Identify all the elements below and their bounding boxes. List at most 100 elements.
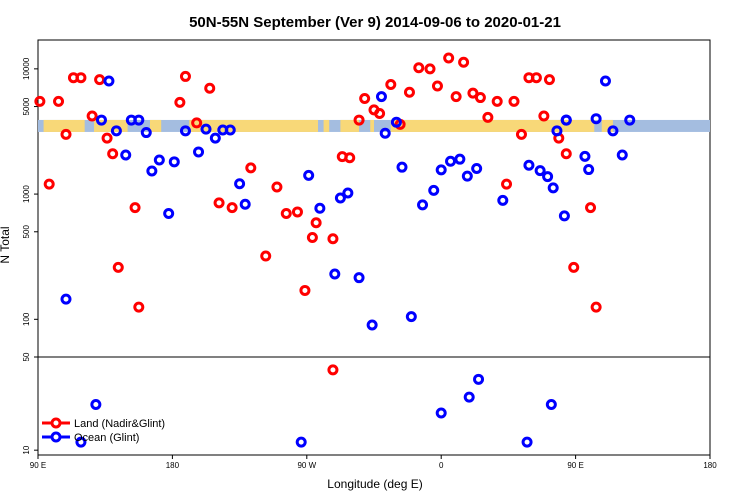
legend: Land (Nadir&Glint) Ocean (Glint): [42, 417, 165, 444]
y-tick-label: 1000: [22, 185, 31, 203]
land-point: [585, 202, 597, 214]
ocean-point: [110, 125, 122, 137]
ocean-point: [146, 165, 158, 177]
band-land-segment: [189, 119, 318, 132]
land-point: [260, 250, 272, 262]
land-point: [53, 95, 65, 107]
land-point: [443, 52, 455, 64]
ocean-point: [445, 155, 457, 167]
y-tick-label: 50: [22, 352, 31, 361]
land-point: [403, 86, 415, 98]
land-point: [291, 206, 303, 218]
ocean-point: [379, 127, 391, 139]
land-point: [413, 62, 425, 74]
land-point: [204, 82, 216, 94]
ocean-point: [521, 436, 533, 448]
land-point: [213, 197, 225, 209]
ocean-point: [163, 207, 175, 219]
ocean-point: [390, 116, 402, 128]
land-point: [299, 284, 311, 296]
ocean-point: [560, 114, 572, 126]
x-axis-ticks: 90 E 180 90 W 0 90 E 180: [30, 455, 717, 470]
y-axis-label: N Total: [0, 226, 12, 263]
land-point: [424, 63, 436, 75]
ocean-point: [224, 124, 236, 136]
ocean-point: [140, 127, 152, 139]
land-point: [107, 148, 119, 160]
ocean-point: [295, 436, 307, 448]
land-point: [226, 202, 238, 214]
ocean-point: [314, 202, 326, 214]
ocean-point: [599, 75, 611, 87]
band-land-segment: [150, 119, 162, 132]
ocean-point: [396, 161, 408, 173]
land-point: [34, 95, 46, 107]
land-point: [129, 202, 141, 214]
ocean-point: [463, 391, 475, 403]
ocean-point: [375, 91, 387, 103]
ocean-point: [405, 311, 417, 323]
land-point: [491, 95, 503, 107]
ocean-point: [624, 114, 636, 126]
data-points: [34, 52, 636, 448]
ocean-point: [579, 150, 591, 162]
band-land-segment: [370, 119, 374, 132]
ocean-point: [551, 125, 563, 137]
ocean-point: [558, 210, 570, 222]
ocean-point: [75, 436, 87, 448]
ocean-point: [497, 194, 509, 206]
ocean-point: [616, 149, 628, 161]
land-point: [310, 217, 322, 229]
ocean-point: [303, 169, 315, 181]
ocean-point: [435, 407, 447, 419]
upper-panel: [37, 39, 711, 358]
ocean-point: [353, 272, 365, 284]
land-point: [530, 72, 542, 84]
ocean-point: [428, 184, 440, 196]
ocean-point: [95, 114, 107, 126]
legend-ocean-marker: [50, 431, 62, 443]
land-point: [306, 232, 318, 244]
land-point: [344, 152, 356, 164]
land-point: [112, 261, 124, 273]
legend-land-marker: [50, 417, 62, 429]
ocean-point: [179, 125, 191, 137]
land-point: [179, 70, 191, 82]
band-land-segment: [323, 119, 330, 132]
land-point: [327, 364, 339, 376]
land-point: [374, 108, 386, 120]
ocean-point: [454, 153, 466, 165]
land-point: [60, 128, 72, 140]
land-point: [359, 92, 371, 104]
ocean-point: [547, 182, 559, 194]
ocean-point: [234, 178, 246, 190]
y-axis-ticks: 100 500 1000 5000 10000 10 50: [22, 57, 38, 455]
ocean-point: [334, 192, 346, 204]
ocean-point: [153, 154, 165, 166]
ocean-point: [120, 149, 132, 161]
land-point: [86, 110, 98, 122]
x-tick-label: 180: [166, 461, 180, 470]
land-point: [174, 96, 186, 108]
ocean-point: [461, 170, 473, 182]
x-tick-label: 180: [703, 461, 717, 470]
band-land-segment: [43, 119, 85, 132]
lower-panel-frame: [37, 356, 711, 456]
ocean-point: [590, 113, 602, 125]
land-point: [43, 178, 55, 190]
ocean-point: [342, 187, 354, 199]
ocean-point: [103, 75, 115, 87]
y-tick-label: 100: [22, 312, 31, 326]
land-point: [508, 95, 520, 107]
land-point: [280, 207, 292, 219]
ocean-point: [583, 164, 595, 176]
land-point: [431, 80, 443, 92]
ocean-point: [90, 399, 102, 411]
ocean-point: [329, 268, 341, 280]
lower-panel: [37, 356, 711, 456]
legend-land-label: Land (Nadir&Glint): [74, 418, 165, 430]
land-point: [353, 114, 365, 126]
land-point: [568, 261, 580, 273]
ocean-point: [471, 163, 483, 175]
upper-panel-frame: [37, 39, 711, 358]
